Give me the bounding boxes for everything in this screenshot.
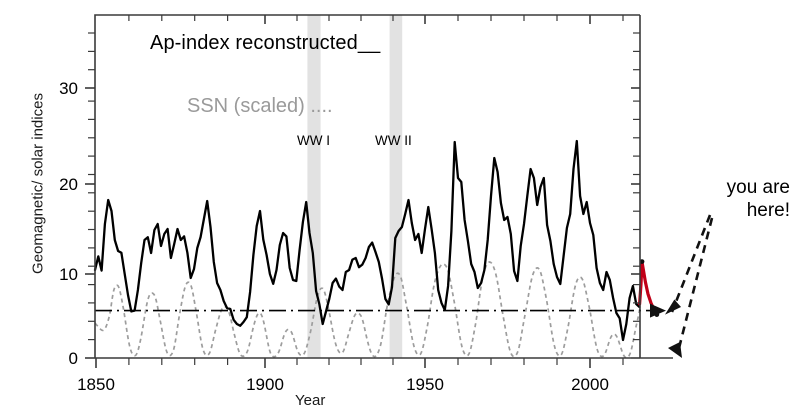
you-are-here-annotation: you are here!: [640, 176, 790, 222]
ssn-series-line: [94, 261, 641, 359]
x-ticks-top: [128, 15, 624, 24]
you-are-here-line-1: you are: [726, 177, 790, 198]
ssn-series-legend-label: SSN (scaled) ....: [187, 95, 333, 117]
y-tick-label-20: 20: [59, 175, 78, 194]
y-ticks: [85, 32, 95, 359]
ap-series-line: [93, 139, 641, 342]
annotation-arrow-upper: [670, 214, 712, 313]
ap-series-legend-label: Ap-index reconstructed__: [150, 32, 381, 54]
x-tick-label-2000: 2000: [571, 375, 609, 394]
war-bands: [307, 15, 403, 358]
y-tick-labels: 0 10 20 30: [59, 79, 78, 368]
y-tick-label-10: 10: [59, 265, 78, 284]
ww2-annotation-label: WW II: [375, 133, 412, 148]
x-tick-label-1850: 1850: [77, 375, 115, 394]
annotation-arrowhead-lower: [668, 342, 682, 358]
you-are-here-line-2: here!: [746, 200, 790, 222]
axis-left-top: [94, 14, 640, 358]
x-axis-title: Year: [295, 392, 326, 409]
ww1-annotation-label: WW I: [297, 133, 330, 148]
you-are-here-annotation-arrows: [665, 214, 714, 358]
y-tick-label-0: 0: [69, 349, 78, 368]
ww2-band: [389, 15, 403, 358]
y-axis-title: Geomagnetic/ solar indices: [29, 93, 47, 274]
y-tick-label-30: 30: [59, 79, 78, 98]
annotation-arrowhead-upper: [665, 299, 681, 315]
reference-line-arrowhead: [650, 303, 666, 318]
ww1-band: [307, 15, 321, 358]
plot-axes: [94, 14, 673, 359]
x-ticks-bottom: [95, 358, 624, 368]
annotation-arrow-lower: [676, 217, 714, 353]
x-tick-labels: 1850 1900 1950 2000: [77, 375, 609, 394]
x-tick-label-1900: 1900: [246, 375, 284, 394]
right-axis-ticks: [631, 32, 640, 359]
x-tick-label-1950: 1950: [406, 375, 444, 394]
